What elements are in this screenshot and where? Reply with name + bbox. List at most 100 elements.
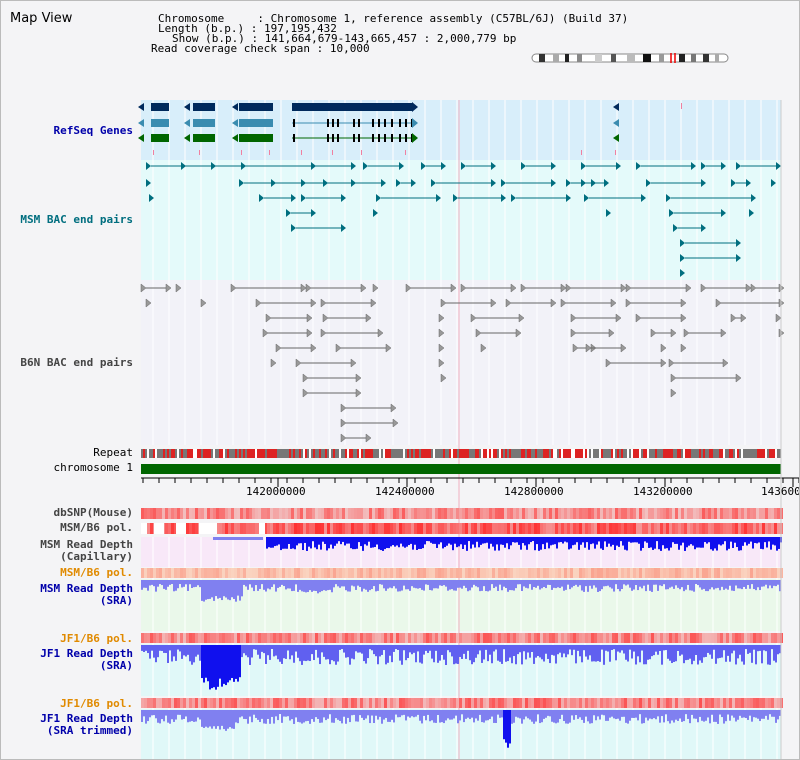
repeat-segment [151, 449, 153, 458]
repeat-segment [589, 449, 591, 458]
dbsnp-cell [321, 508, 324, 519]
repeat-segment [401, 449, 403, 458]
jf1-trim-depth-bar [755, 710, 757, 718]
jf1-sra-depth-bar [579, 645, 581, 657]
jf1-sra-depth-bar [495, 645, 497, 650]
track-label-refseq-genes[interactable]: RefSeq Genes [53, 124, 133, 137]
jf1-sra-depth-bar [451, 645, 453, 657]
dbsnp-cell [381, 508, 384, 519]
track-label-jf1-pol[interactable]: JF1/B6 pol. [60, 632, 133, 645]
jf1-sra-depth-bar [471, 645, 473, 665]
msm-sra-depth-bar [353, 580, 355, 587]
msm-sra-depth-bar [775, 580, 777, 587]
jf1-pol2-cell [549, 698, 552, 708]
dbsnp-cell [708, 508, 711, 519]
bac-end-marker [701, 162, 706, 170]
jf1-sra-depth-bar [717, 645, 719, 659]
msm-pol2-cell [690, 568, 693, 578]
repeat-segment [219, 449, 221, 458]
dbsnp-cell [462, 508, 465, 519]
track-label-jf1-depth-trim-2[interactable]: (SRA trimmed) [46, 724, 133, 737]
b6n-end-marker [680, 313, 687, 323]
jf1-sra-depth-bar [645, 645, 647, 665]
bac-end-marker [341, 194, 346, 202]
jf1-pol-cell [468, 633, 471, 643]
repeat-segment [405, 449, 407, 458]
track-label-msm-depth-sra-2[interactable]: (SRA) [99, 594, 133, 607]
dbsnp-cell [588, 508, 591, 519]
msm-sra-depth-bar [765, 580, 767, 585]
msm-pol2-cell [315, 568, 318, 578]
msm-pol2-cell [576, 568, 579, 578]
msm-pol-cell [147, 523, 150, 534]
bac-end-marker [399, 162, 404, 170]
dbsnp-cell [600, 508, 603, 519]
jf1-sra-depth-bar [363, 645, 365, 662]
dbsnp-cell [405, 508, 408, 519]
msm-sra-depth-bar [603, 580, 605, 587]
jf1-trim-depth-bar [165, 710, 167, 716]
dbsnp-cell [441, 508, 444, 519]
msm-cap-depth-bar [432, 537, 434, 544]
track-label-msm-depth-sra-1[interactable]: MSM Read Depth [40, 582, 133, 595]
jf1-pol2-cell [585, 698, 588, 708]
jf1-trim-depth-bar [543, 710, 545, 719]
msm-pol-cell [366, 523, 369, 534]
msm-pol2-cell [654, 568, 657, 578]
bac-end-marker [511, 194, 516, 202]
track-label-dbsnp[interactable]: dbSNP(Mouse) [53, 506, 133, 519]
jf1-pol2-cell [441, 698, 444, 708]
track-label-msm-depth-capillary-2[interactable]: (Capillary) [60, 550, 133, 563]
jf1-pol-cell [630, 633, 633, 643]
dbsnp-cell [210, 508, 213, 519]
msm-sra-depth-bar [391, 580, 393, 589]
dbsnp-cell [507, 508, 510, 519]
msm-pol-cell [303, 523, 306, 534]
b6n-end-marker [515, 328, 522, 338]
jf1-trim-depth-bar [459, 710, 461, 721]
track-label-jf1-pol-2[interactable]: JF1/B6 pol. [60, 697, 133, 710]
msm-pol2-cell [669, 568, 672, 578]
jf1-sra-depth-bar [477, 645, 479, 655]
track-label-jf1-depth-sra-1[interactable]: JF1 Read Depth [40, 647, 133, 660]
dbsnp-cell [675, 508, 678, 519]
track-label-msm-bac[interactable]: MSM BAC end pairs [20, 213, 133, 226]
gene-exon [239, 119, 273, 127]
chromosome-ideogram[interactable] [531, 53, 729, 63]
jf1-pol-cell [423, 633, 426, 643]
jf1-trim-depth-bar [687, 710, 689, 719]
msm-cap-depth-bar [648, 537, 650, 548]
msm-pol2-cell [633, 568, 636, 578]
track-label-msm-pol[interactable]: MSM/B6 pol. [60, 521, 133, 534]
bac-end-marker [501, 179, 506, 187]
jf1-pol2-cell [234, 698, 237, 708]
track-label-msm-pol-2[interactable]: MSM/B6 pol. [60, 566, 133, 579]
track-label-jf1-depth-trim-1[interactable]: JF1 Read Depth [40, 712, 133, 725]
repeat-segment [619, 449, 621, 458]
msm-pol-cell [549, 523, 552, 534]
jf1-sra-depth-bar [745, 645, 747, 650]
repeat-segment [297, 449, 299, 458]
msm-sra-depth-bar [331, 580, 333, 593]
track-label-jf1-depth-sra-2[interactable]: (SRA) [99, 659, 133, 672]
jf1-pol2-cell [699, 698, 702, 708]
jf1-sra-depth-bar [593, 645, 595, 662]
jf1-sra-depth-bar [611, 645, 613, 651]
track-label-repeat[interactable]: Repeat [93, 446, 133, 459]
msm-cap-depth-bar [590, 537, 592, 545]
jf1-pol2-cell [144, 698, 147, 708]
msm-cap-depth-bar [614, 537, 616, 551]
repeat-segment [409, 449, 411, 458]
jf1-pol-cell [528, 633, 531, 643]
jf1-trim-depth-bar [219, 710, 221, 730]
msm-pol2-cell [777, 568, 780, 578]
jf1-trim-depth-bar [239, 710, 241, 718]
track-label-b6n-bac[interactable]: B6N BAC end pairs [20, 356, 133, 369]
msm-sra-depth-bar [349, 580, 351, 592]
repeat-segment [441, 449, 443, 458]
track-label-msm-depth-capillary-1[interactable]: MSM Read Depth [40, 538, 133, 551]
repeat-segment [753, 449, 755, 458]
track-label-chromosome[interactable]: chromosome 1 [53, 461, 133, 474]
jf1-trim-depth-bar [707, 710, 709, 718]
